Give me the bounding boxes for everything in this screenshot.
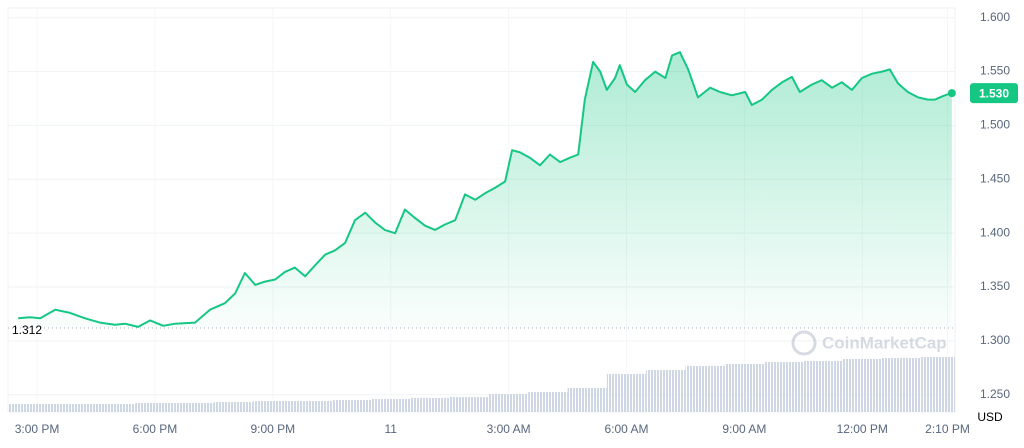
x-tick-label: 9:00 PM	[250, 422, 295, 436]
volume-bar	[646, 370, 686, 412]
volume-bar	[528, 392, 568, 412]
volume-bar	[842, 359, 882, 412]
volume-bar	[764, 362, 804, 412]
volume-bar	[253, 401, 293, 412]
watermark: CoinMarketCap	[791, 330, 947, 356]
y-tick-label: 1.400	[980, 225, 1010, 239]
price-area	[18, 52, 952, 328]
y-tick-label: 1.600	[980, 10, 1010, 24]
price-badge	[970, 83, 1018, 104]
volume-bar	[488, 394, 529, 412]
volume-bar	[921, 357, 955, 412]
volume-bar	[371, 399, 411, 412]
x-tick-label: 11	[384, 422, 397, 436]
volume-bar	[331, 400, 372, 412]
y-tick-label: 1.550	[980, 64, 1010, 78]
currency-label: USD	[977, 410, 1003, 424]
x-tick-label: 2:10 PM	[925, 422, 970, 436]
y-tick-label: 1.250	[980, 387, 1010, 401]
volume-bar	[449, 397, 489, 412]
volume-bar	[606, 374, 647, 412]
volume-bar	[213, 402, 254, 412]
x-tick-label: 3:00 PM	[15, 422, 60, 436]
volume-bar	[135, 403, 175, 412]
last-point	[947, 89, 956, 98]
volume-bar	[567, 388, 607, 412]
y-tick-label: 1.350	[980, 279, 1010, 293]
volume-bar	[881, 358, 922, 412]
y-tick-label: 1.300	[980, 333, 1010, 347]
volume-bar	[292, 401, 332, 412]
volume-bar	[803, 361, 843, 412]
price-badge-label: 1.530	[979, 86, 1009, 100]
volume-bar	[410, 398, 450, 412]
x-tick-label: 6:00 AM	[604, 422, 648, 436]
volume-bar	[8, 404, 57, 412]
watermark-text: CoinMarketCap	[822, 333, 947, 352]
watermark-logo	[791, 330, 817, 356]
x-tick-label: 12:00 PM	[837, 422, 888, 436]
x-tick-label: 9:00 AM	[722, 422, 766, 436]
volume-bar	[685, 366, 725, 412]
volume-bar	[174, 403, 214, 412]
x-tick-label: 6:00 PM	[133, 422, 178, 436]
baseline-label: 1.312	[12, 323, 42, 337]
volume-bar	[724, 364, 765, 412]
y-tick-label: 1.450	[980, 171, 1010, 185]
y-tick-label: 1.500	[980, 118, 1010, 132]
price-line	[18, 51, 953, 328]
volume-bar	[96, 404, 136, 412]
x-tick-label: 3:00 AM	[487, 422, 531, 436]
volume-bar	[56, 404, 97, 412]
